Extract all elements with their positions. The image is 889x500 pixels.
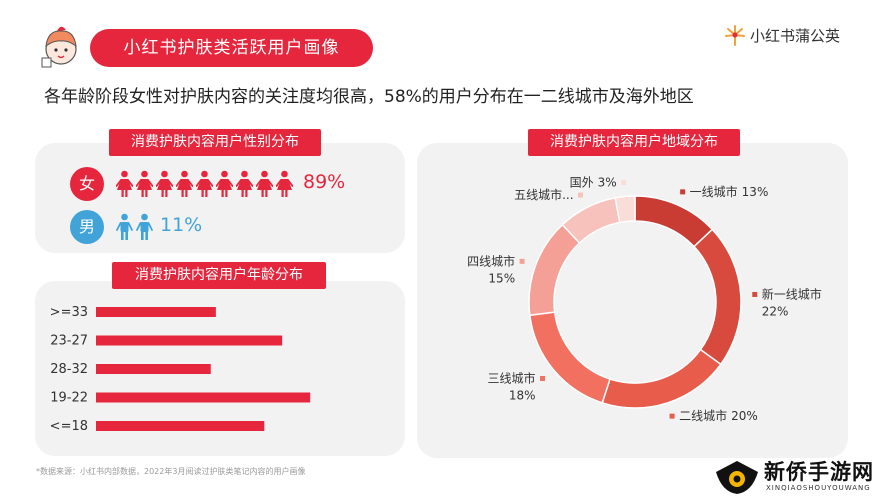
callout-marker [578, 192, 584, 198]
female-person-icon [136, 170, 153, 197]
male-percent: 11% [160, 214, 203, 236]
callout-marker [680, 189, 686, 195]
age-bar-chart: >=33 23-27 28-32 19-22 <=18 [50, 305, 311, 434]
watermark: 新侨手游网 XINQIAOSHOUYOUWANG [714, 456, 880, 498]
region-label: 四线城市 [467, 253, 515, 268]
region-value-label: 3% [598, 176, 617, 190]
age-category-label: <=18 [50, 419, 88, 434]
watermark-logo-icon [716, 461, 758, 494]
region-section-label: 消费护肤内容用户地域分布 [528, 129, 740, 156]
female-person-icon [176, 170, 193, 197]
region-label: 五线城市... [514, 187, 573, 202]
page-subtitle: 各年龄阶段女性对护肤内容的关注度均很高，58%的用户分布在一二线城市及海外地区 [44, 87, 694, 107]
data-source-footnote: *数据来源：小红书内部数据，2022年3月阅读过护肤类笔记内容的用户画像 [36, 467, 306, 476]
age-category-label: >=33 [50, 305, 88, 320]
brand-logo: 小红书蒲公英 [724, 24, 840, 46]
callout-marker [752, 291, 758, 297]
age-bar [96, 392, 311, 403]
page-title: 小红书护肤类活跃用户画像 [90, 29, 373, 67]
female-person-icon [156, 170, 173, 197]
female-badge: 女 [70, 167, 104, 201]
donut-slice [692, 228, 742, 366]
brand-name: 小红书蒲公英 [750, 26, 841, 45]
female-person-icon [236, 170, 253, 197]
donut-slice [614, 195, 636, 224]
age-bar [96, 307, 216, 317]
region-value-label: 18% [509, 388, 536, 402]
female-person-icon [276, 170, 293, 197]
region-value-label: 15% [488, 271, 515, 285]
region-value-label: 20% [731, 409, 758, 423]
donut-slice [528, 311, 611, 404]
region-label: 国外 3% [570, 176, 617, 190]
age-section-label: 消费护肤内容用户年龄分布 [112, 262, 326, 289]
age-bar [96, 364, 211, 374]
dandelion-icon [725, 25, 745, 46]
male-icon-row [116, 212, 156, 242]
male-person-icon [136, 213, 153, 240]
age-bar [96, 335, 283, 346]
female-person-icon [116, 170, 133, 197]
age-bar [96, 421, 265, 431]
female-icon-row [116, 169, 296, 199]
region-value-label: 22% [762, 304, 789, 318]
callout-marker [519, 258, 525, 264]
mascot-icon [41, 26, 77, 68]
female-person-icon [256, 170, 273, 197]
region-label: 新一线城市 [762, 286, 822, 301]
watermark-name: 新侨手游网 [764, 460, 874, 484]
male-badge: 男 [70, 210, 104, 244]
region-label: 一线城市 13% [690, 184, 769, 199]
gender-section-label: 消费护肤内容用户性别分布 [109, 129, 321, 156]
callout-marker [621, 180, 627, 186]
age-category-label: 28-32 [50, 362, 88, 377]
region-label: 二线城市 20% [679, 408, 758, 423]
age-category-label: 19-22 [50, 391, 88, 406]
donut-slice [601, 348, 722, 409]
female-person-icon [196, 170, 213, 197]
callout-marker [540, 375, 546, 381]
donut-slice [528, 223, 581, 317]
callout-marker [669, 413, 675, 419]
region-label: 三线城市 [488, 370, 536, 385]
female-person-icon [216, 170, 233, 197]
donut-slice [634, 195, 714, 248]
age-category-label: 23-27 [50, 334, 88, 349]
female-percent: 89% [303, 171, 346, 193]
male-person-icon [116, 213, 133, 240]
region-donut-chart: 一线城市 13% 新一线城市 22% 二线城市 20% 三线城市 18% 四线城市 15% 五线城市… [467, 176, 822, 424]
watermark-subtitle: XINQIAOSHOUYOUWANG [766, 484, 871, 492]
region-value-label: 13% [742, 185, 769, 199]
